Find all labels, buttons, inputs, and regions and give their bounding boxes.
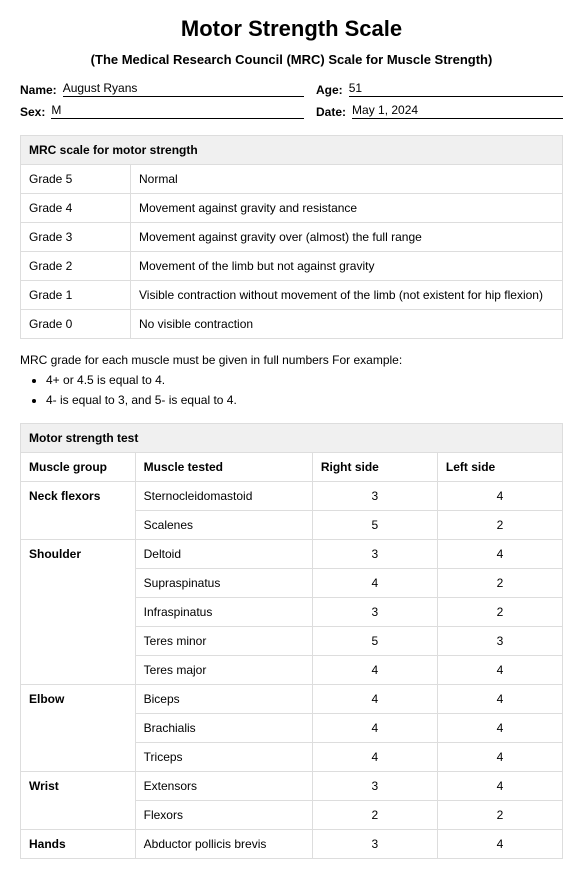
right-side-score: 3 xyxy=(312,830,437,859)
scale-desc: No visible contraction xyxy=(131,310,563,339)
muscle-tested: Supraspinatus xyxy=(135,569,312,598)
left-side-score: 4 xyxy=(437,743,562,772)
name-field[interactable]: August Ryans xyxy=(63,81,304,97)
left-side-score: 4 xyxy=(437,540,562,569)
date-field[interactable]: May 1, 2024 xyxy=(352,103,563,119)
scale-desc: Normal xyxy=(131,165,563,194)
right-side-score: 4 xyxy=(312,656,437,685)
muscle-tested: Abductor pollicis brevis xyxy=(135,830,312,859)
table-row: ElbowBiceps44 xyxy=(21,685,563,714)
patient-info-form: Name: August Ryans Age: 51 Sex: M Date: … xyxy=(20,81,563,119)
date-label: Date: xyxy=(316,105,346,119)
left-side-score: 2 xyxy=(437,801,562,830)
name-value: August Ryans xyxy=(63,81,138,95)
page-subtitle: (The Medical Research Council (MRC) Scal… xyxy=(20,52,563,67)
muscle-tested: Brachialis xyxy=(135,714,312,743)
age-label: Age: xyxy=(316,83,343,97)
col-header-left: Left side xyxy=(437,453,562,482)
scale-desc: Movement against gravity over (almost) t… xyxy=(131,223,563,252)
list-item: 4+ or 4.5 is equal to 4. xyxy=(46,373,563,387)
right-side-score: 4 xyxy=(312,743,437,772)
scale-grade: Grade 1 xyxy=(21,281,131,310)
right-side-score: 3 xyxy=(312,772,437,801)
right-side-score: 5 xyxy=(312,627,437,656)
left-side-score: 4 xyxy=(437,656,562,685)
muscle-group: Wrist xyxy=(21,772,136,830)
muscle-tested: Triceps xyxy=(135,743,312,772)
muscle-group: Neck flexors xyxy=(21,482,136,540)
sex-field[interactable]: M xyxy=(51,103,304,119)
scale-desc: Movement against gravity and resistance xyxy=(131,194,563,223)
list-item: 4- is equal to 3, and 5- is equal to 4. xyxy=(46,393,563,407)
right-side-score: 2 xyxy=(312,801,437,830)
muscle-tested: Biceps xyxy=(135,685,312,714)
muscle-tested: Deltoid xyxy=(135,540,312,569)
table-row: Grade 0No visible contraction xyxy=(21,310,563,339)
table-row: Grade 3Movement against gravity over (al… xyxy=(21,223,563,252)
notes-intro: MRC grade for each muscle must be given … xyxy=(20,353,563,367)
notes-list: 4+ or 4.5 is equal to 4. 4- is equal to 3… xyxy=(20,373,563,407)
table-row: Grade 1Visible contraction without movem… xyxy=(21,281,563,310)
mrc-scale-table: MRC scale for motor strength Grade 5Norm… xyxy=(20,135,563,339)
left-side-score: 4 xyxy=(437,772,562,801)
right-side-score: 4 xyxy=(312,714,437,743)
date-value: May 1, 2024 xyxy=(352,103,418,117)
scale-table-header: MRC scale for motor strength xyxy=(21,136,563,165)
left-side-score: 4 xyxy=(437,714,562,743)
test-table-header: Motor strength test xyxy=(21,424,563,453)
sex-value: M xyxy=(51,103,61,117)
table-row: WristExtensors34 xyxy=(21,772,563,801)
sex-label: Sex: xyxy=(20,105,45,119)
right-side-score: 3 xyxy=(312,598,437,627)
muscle-tested: Scalenes xyxy=(135,511,312,540)
left-side-score: 2 xyxy=(437,598,562,627)
scale-grade: Grade 4 xyxy=(21,194,131,223)
muscle-tested: Teres minor xyxy=(135,627,312,656)
right-side-score: 3 xyxy=(312,482,437,511)
table-row: HandsAbductor pollicis brevis34 xyxy=(21,830,563,859)
muscle-tested: Extensors xyxy=(135,772,312,801)
scale-desc: Visible contraction without movement of … xyxy=(131,281,563,310)
table-row: ShoulderDeltoid34 xyxy=(21,540,563,569)
left-side-score: 2 xyxy=(437,569,562,598)
muscle-tested: Sternocleidomastoid xyxy=(135,482,312,511)
table-row: Grade 2Movement of the limb but not agai… xyxy=(21,252,563,281)
table-row: Neck flexorsSternocleidomastoid34 xyxy=(21,482,563,511)
muscle-tested: Infraspinatus xyxy=(135,598,312,627)
muscle-tested: Flexors xyxy=(135,801,312,830)
motor-test-table: Motor strength test Muscle group Muscle … xyxy=(20,423,563,859)
right-side-score: 5 xyxy=(312,511,437,540)
muscle-group: Elbow xyxy=(21,685,136,772)
left-side-score: 3 xyxy=(437,627,562,656)
col-header-group: Muscle group xyxy=(21,453,136,482)
left-side-score: 2 xyxy=(437,511,562,540)
page-title: Motor Strength Scale xyxy=(20,16,563,42)
scale-grade: Grade 0 xyxy=(21,310,131,339)
age-field[interactable]: 51 xyxy=(349,81,563,97)
age-value: 51 xyxy=(349,81,362,95)
scale-desc: Movement of the limb but not against gra… xyxy=(131,252,563,281)
scale-grade: Grade 3 xyxy=(21,223,131,252)
muscle-group: Hands xyxy=(21,830,136,859)
right-side-score: 4 xyxy=(312,685,437,714)
muscle-tested: Teres major xyxy=(135,656,312,685)
scale-grade: Grade 2 xyxy=(21,252,131,281)
table-row: Grade 4Movement against gravity and resi… xyxy=(21,194,563,223)
col-header-right: Right side xyxy=(312,453,437,482)
col-header-muscle: Muscle tested xyxy=(135,453,312,482)
muscle-group: Shoulder xyxy=(21,540,136,685)
right-side-score: 3 xyxy=(312,540,437,569)
left-side-score: 4 xyxy=(437,685,562,714)
name-label: Name: xyxy=(20,83,57,97)
right-side-score: 4 xyxy=(312,569,437,598)
left-side-score: 4 xyxy=(437,830,562,859)
scale-grade: Grade 5 xyxy=(21,165,131,194)
table-row: Grade 5Normal xyxy=(21,165,563,194)
left-side-score: 4 xyxy=(437,482,562,511)
